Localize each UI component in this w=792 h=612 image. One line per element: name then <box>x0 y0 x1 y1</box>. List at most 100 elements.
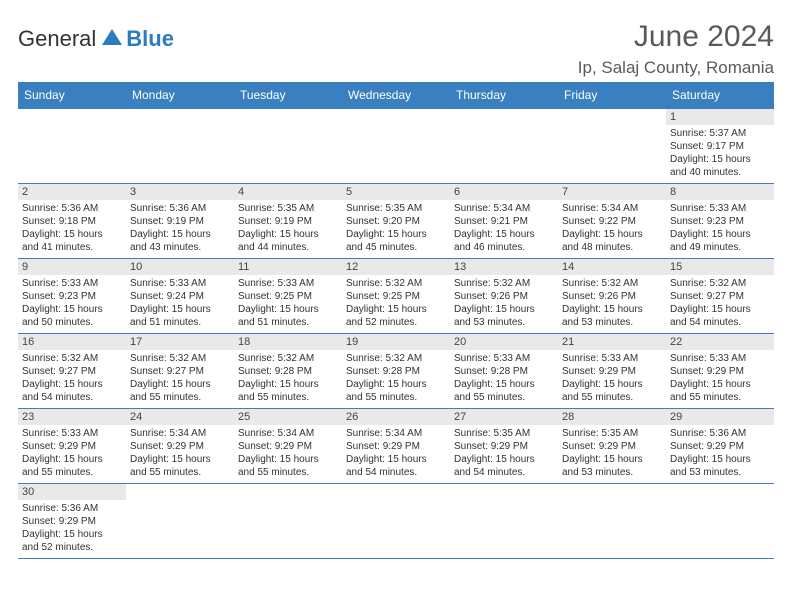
sunset-text: Sunset: 9:27 PM <box>130 365 230 378</box>
day-details: Sunrise: 5:36 AMSunset: 9:18 PMDaylight:… <box>18 200 126 258</box>
calendar-cell <box>234 108 342 183</box>
day-details: Sunrise: 5:32 AMSunset: 9:27 PMDaylight:… <box>126 350 234 408</box>
day-number: 2 <box>18 183 126 200</box>
day-number: 8 <box>666 183 774 200</box>
sunset-text: Sunset: 9:19 PM <box>238 215 338 228</box>
day-number: 6 <box>450 183 558 200</box>
day-number <box>450 108 558 113</box>
calendar-cell <box>126 108 234 183</box>
calendar-cell: 23Sunrise: 5:33 AMSunset: 9:29 PMDayligh… <box>18 408 126 483</box>
calendar-cell: 10Sunrise: 5:33 AMSunset: 9:24 PMDayligh… <box>126 258 234 333</box>
sunset-text: Sunset: 9:29 PM <box>22 515 122 528</box>
weekday-header: Wednesday <box>342 82 450 108</box>
sunset-text: Sunset: 9:28 PM <box>346 365 446 378</box>
daylight-text: Daylight: 15 hours and 55 minutes. <box>130 453 230 479</box>
sunrise-text: Sunrise: 5:32 AM <box>22 352 122 365</box>
daylight-text: Daylight: 15 hours and 52 minutes. <box>22 528 122 554</box>
day-number: 19 <box>342 333 450 350</box>
day-number: 18 <box>234 333 342 350</box>
day-details: Sunrise: 5:35 AMSunset: 9:29 PMDaylight:… <box>558 425 666 483</box>
sunrise-text: Sunrise: 5:33 AM <box>130 277 230 290</box>
day-number: 7 <box>558 183 666 200</box>
brand-logo: GeneralBlue <box>18 26 174 52</box>
title-block: June 2024 Ip, Salaj County, Romania <box>578 20 774 78</box>
sunset-text: Sunset: 9:23 PM <box>22 290 122 303</box>
sunset-text: Sunset: 9:29 PM <box>562 440 662 453</box>
day-details: Sunrise: 5:34 AMSunset: 9:29 PMDaylight:… <box>126 425 234 483</box>
day-number <box>126 483 234 488</box>
daylight-text: Daylight: 15 hours and 54 minutes. <box>346 453 446 479</box>
calendar-week-row: 9Sunrise: 5:33 AMSunset: 9:23 PMDaylight… <box>18 258 774 333</box>
day-number <box>558 108 666 113</box>
sunset-text: Sunset: 9:29 PM <box>346 440 446 453</box>
sunrise-text: Sunrise: 5:33 AM <box>22 277 122 290</box>
day-number <box>558 483 666 488</box>
sunrise-text: Sunrise: 5:35 AM <box>454 427 554 440</box>
calendar-cell: 13Sunrise: 5:32 AMSunset: 9:26 PMDayligh… <box>450 258 558 333</box>
calendar-cell: 12Sunrise: 5:32 AMSunset: 9:25 PMDayligh… <box>342 258 450 333</box>
calendar-cell: 19Sunrise: 5:32 AMSunset: 9:28 PMDayligh… <box>342 333 450 408</box>
day-number: 27 <box>450 408 558 425</box>
day-number: 26 <box>342 408 450 425</box>
sunset-text: Sunset: 9:21 PM <box>454 215 554 228</box>
daylight-text: Daylight: 15 hours and 55 minutes. <box>454 378 554 404</box>
sunset-text: Sunset: 9:29 PM <box>130 440 230 453</box>
sunset-text: Sunset: 9:23 PM <box>670 215 770 228</box>
daylight-text: Daylight: 15 hours and 53 minutes. <box>562 303 662 329</box>
sunrise-text: Sunrise: 5:33 AM <box>238 277 338 290</box>
day-number <box>126 108 234 113</box>
daylight-text: Daylight: 15 hours and 55 minutes. <box>346 378 446 404</box>
calendar-cell: 30Sunrise: 5:36 AMSunset: 9:29 PMDayligh… <box>18 483 126 559</box>
calendar-week-row: 30Sunrise: 5:36 AMSunset: 9:29 PMDayligh… <box>18 483 774 559</box>
sunrise-text: Sunrise: 5:33 AM <box>670 352 770 365</box>
calendar-cell: 1Sunrise: 5:37 AMSunset: 9:17 PMDaylight… <box>666 108 774 183</box>
daylight-text: Daylight: 15 hours and 55 minutes. <box>670 378 770 404</box>
day-details: Sunrise: 5:33 AMSunset: 9:29 PMDaylight:… <box>666 350 774 408</box>
calendar-cell <box>18 108 126 183</box>
day-details: Sunrise: 5:32 AMSunset: 9:26 PMDaylight:… <box>450 275 558 333</box>
day-details: Sunrise: 5:35 AMSunset: 9:29 PMDaylight:… <box>450 425 558 483</box>
sunset-text: Sunset: 9:26 PM <box>454 290 554 303</box>
day-number: 12 <box>342 258 450 275</box>
day-details: Sunrise: 5:37 AMSunset: 9:17 PMDaylight:… <box>666 125 774 183</box>
calendar-cell: 28Sunrise: 5:35 AMSunset: 9:29 PMDayligh… <box>558 408 666 483</box>
calendar-cell: 17Sunrise: 5:32 AMSunset: 9:27 PMDayligh… <box>126 333 234 408</box>
sunset-text: Sunset: 9:28 PM <box>238 365 338 378</box>
day-details: Sunrise: 5:36 AMSunset: 9:29 PMDaylight:… <box>18 500 126 558</box>
calendar-cell: 4Sunrise: 5:35 AMSunset: 9:19 PMDaylight… <box>234 183 342 258</box>
weekday-header: Monday <box>126 82 234 108</box>
day-details: Sunrise: 5:33 AMSunset: 9:24 PMDaylight:… <box>126 275 234 333</box>
weekday-header: Saturday <box>666 82 774 108</box>
day-details: Sunrise: 5:32 AMSunset: 9:27 PMDaylight:… <box>18 350 126 408</box>
sunset-text: Sunset: 9:27 PM <box>22 365 122 378</box>
daylight-text: Daylight: 15 hours and 50 minutes. <box>22 303 122 329</box>
day-number: 29 <box>666 408 774 425</box>
sunrise-text: Sunrise: 5:36 AM <box>130 202 230 215</box>
calendar-cell <box>558 483 666 559</box>
sunrise-text: Sunrise: 5:34 AM <box>346 427 446 440</box>
daylight-text: Daylight: 15 hours and 48 minutes. <box>562 228 662 254</box>
day-number <box>234 108 342 113</box>
sunset-text: Sunset: 9:17 PM <box>670 140 770 153</box>
day-number: 17 <box>126 333 234 350</box>
daylight-text: Daylight: 15 hours and 41 minutes. <box>22 228 122 254</box>
daylight-text: Daylight: 15 hours and 55 minutes. <box>562 378 662 404</box>
day-number <box>234 483 342 488</box>
sunrise-text: Sunrise: 5:32 AM <box>130 352 230 365</box>
sunrise-text: Sunrise: 5:33 AM <box>670 202 770 215</box>
sunset-text: Sunset: 9:18 PM <box>22 215 122 228</box>
day-number: 3 <box>126 183 234 200</box>
calendar-week-row: 16Sunrise: 5:32 AMSunset: 9:27 PMDayligh… <box>18 333 774 408</box>
daylight-text: Daylight: 15 hours and 55 minutes. <box>238 378 338 404</box>
daylight-text: Daylight: 15 hours and 49 minutes. <box>670 228 770 254</box>
daylight-text: Daylight: 15 hours and 54 minutes. <box>22 378 122 404</box>
sunrise-text: Sunrise: 5:33 AM <box>562 352 662 365</box>
sunrise-text: Sunrise: 5:34 AM <box>562 202 662 215</box>
sunset-text: Sunset: 9:26 PM <box>562 290 662 303</box>
day-details: Sunrise: 5:33 AMSunset: 9:28 PMDaylight:… <box>450 350 558 408</box>
day-number: 9 <box>18 258 126 275</box>
brand-part2: Blue <box>126 26 174 52</box>
sunset-text: Sunset: 9:29 PM <box>22 440 122 453</box>
header: GeneralBlue June 2024 Ip, Salaj County, … <box>18 20 774 78</box>
weekday-header-row: Sunday Monday Tuesday Wednesday Thursday… <box>18 82 774 108</box>
